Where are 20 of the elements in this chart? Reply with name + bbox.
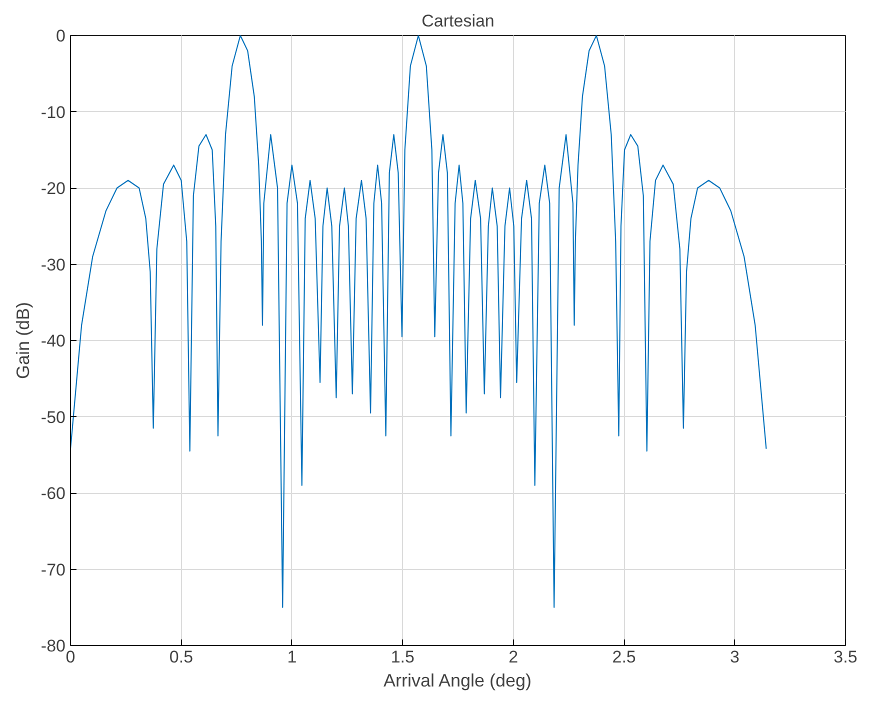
y-tick-label: -40 [40,332,66,350]
y-tick-label: -80 [40,636,66,656]
y-tick-label: -20 [40,179,66,198]
y-tick-label: 0 [56,26,66,46]
y-tick-label: -30 [40,255,66,274]
x-tick-label: 2 [508,648,518,666]
x-tick-label: 3.5 [834,648,858,666]
chart-title: Cartesian [422,12,494,30]
x-tick-label: 2.5 [612,648,636,666]
y-axis-title: Gain (dB) [12,302,33,380]
y-tick-label: -50 [40,408,66,427]
x-tick-label: 3 [730,648,740,666]
line-series [70,36,767,608]
x-tick-label: 0.5 [169,648,194,666]
y-tick-label: -60 [40,484,66,503]
y-tick-label: -70 [40,560,66,580]
y-tick-label: -10 [40,102,66,122]
x-axis-title: Arrival Angle (deg) [383,670,532,690]
x-tick-label: 1 [287,648,297,666]
x-tick-label: 1.5 [390,648,414,666]
